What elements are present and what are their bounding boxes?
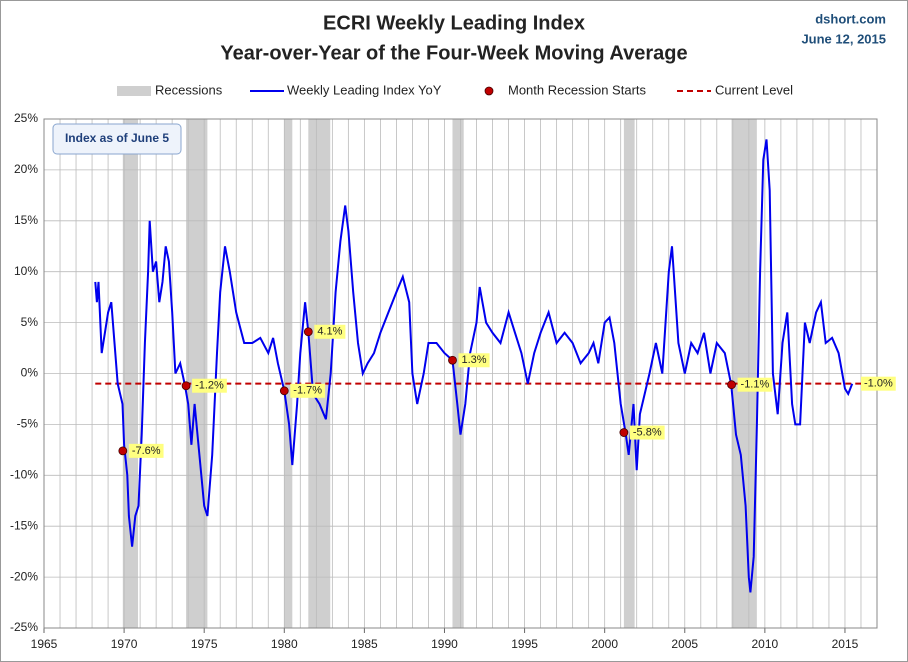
- chart-subtitle: Year-over-Year of the Four-Week Moving A…: [220, 42, 687, 64]
- recession-start-marker: [619, 428, 629, 437]
- y-tick-label: -15%: [10, 518, 38, 532]
- x-tick-label: 2010: [752, 637, 779, 651]
- legend-label: Weekly Leading Index YoY: [287, 82, 442, 97]
- y-tick-label: 0%: [21, 366, 39, 380]
- recession-start-marker: [448, 355, 457, 365]
- recession-start-marker: [279, 386, 289, 396]
- marker-label: -5.8%: [633, 426, 662, 438]
- y-tick-label: -25%: [10, 620, 38, 634]
- marker-label: 4.1%: [317, 326, 342, 338]
- legend-label: Recessions: [155, 82, 223, 97]
- marker-label-bg: [314, 324, 346, 339]
- legend-swatch: [117, 86, 151, 96]
- y-tick-label: 20%: [14, 162, 38, 176]
- marker-label: -1.1%: [741, 379, 770, 391]
- marker-label-bg: [128, 443, 164, 458]
- x-tick-label: 1970: [111, 637, 138, 651]
- x-tick-label: 1975: [191, 637, 218, 651]
- x-tick-label: 1985: [351, 637, 378, 651]
- marker-label: -7.6%: [132, 445, 161, 457]
- marker-label: -1.7%: [293, 385, 322, 397]
- x-tick-label: 2005: [671, 637, 698, 651]
- recession-start-marker: [181, 381, 191, 391]
- y-tick-label: 10%: [14, 264, 38, 278]
- marker-label-bg: [290, 383, 326, 398]
- current-level-label: -1.0%: [864, 378, 893, 390]
- annotation: Index as of June 5: [65, 131, 169, 145]
- x-tick-label: 2000: [591, 637, 618, 651]
- marker-label-bg: [629, 425, 665, 440]
- plot-border: [43, 118, 878, 629]
- recession-start-marker: [303, 327, 313, 337]
- y-tick-label: 5%: [21, 315, 39, 329]
- source: dshort.com: [815, 11, 886, 26]
- legend-swatch: [484, 86, 494, 96]
- y-tick-label: 15%: [14, 213, 38, 227]
- legend-label: Month Recession Starts: [508, 82, 647, 97]
- marker-label-bg: [192, 378, 227, 393]
- x-tick-label: 1980: [271, 637, 298, 651]
- marker-label: 1.3%: [461, 354, 486, 366]
- marker-label: -1.2%: [195, 380, 224, 392]
- recession-start-marker: [727, 380, 736, 390]
- data-line: [94, 139, 854, 593]
- chart-title: ECRI Weekly Leading Index: [323, 12, 585, 34]
- recession-start-marker: [118, 446, 128, 456]
- current-level-label-bg: [861, 376, 896, 391]
- annotation-box: [52, 123, 182, 155]
- marker-label-bg: [458, 353, 490, 368]
- marker-label-bg: [737, 377, 773, 392]
- y-tick-label: -20%: [10, 569, 38, 583]
- x-tick-label: 2015: [832, 637, 859, 651]
- y-tick-label: 25%: [14, 111, 38, 125]
- x-tick-label: 1990: [431, 637, 458, 651]
- x-tick-label: 1995: [511, 637, 538, 651]
- y-tick-label: -10%: [10, 467, 38, 481]
- legend-label: Current Level: [715, 82, 793, 97]
- x-tick-label: 1965: [31, 637, 58, 651]
- y-tick-label: -5%: [17, 417, 39, 431]
- date: June 12, 2015: [801, 31, 886, 46]
